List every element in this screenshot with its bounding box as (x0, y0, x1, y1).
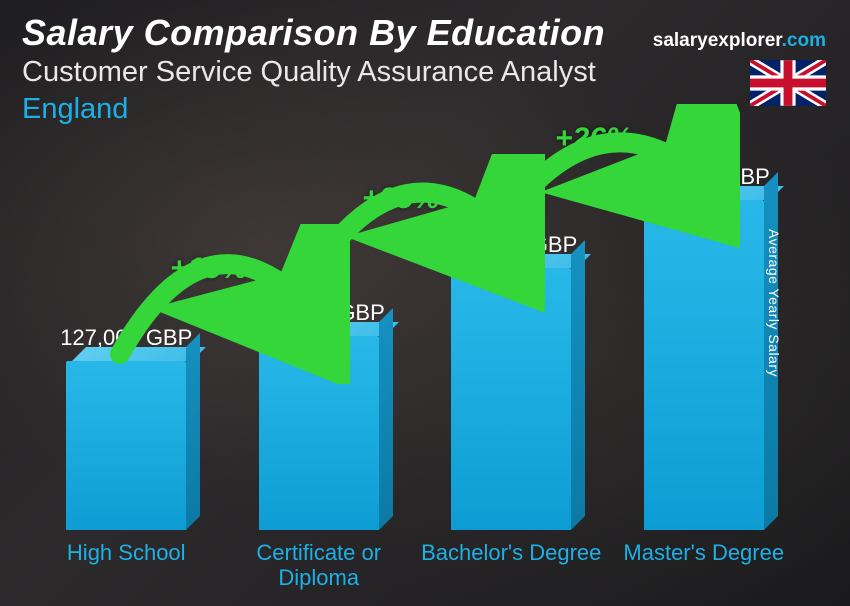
uk-flag-icon (750, 60, 826, 106)
chart-region: England (22, 93, 828, 126)
brand-name: salaryexplorer (653, 30, 782, 51)
chart-subtitle: Customer Service Quality Assurance Analy… (22, 56, 828, 89)
brand-logo: salaryexplorer.com (653, 30, 826, 52)
salary-bar-chart: 127,000 GBP 146,000 GBP 197,000 GBP 248,… (30, 164, 800, 594)
x-label: Bachelor's Degree (419, 534, 604, 594)
delta-arrow-3-icon (470, 104, 740, 264)
x-label: Master's Degree (611, 534, 796, 594)
x-labels: High School Certificate or Diploma Bache… (30, 534, 800, 594)
brand-tld: .com (782, 30, 826, 51)
x-label: Certificate or Diploma (226, 534, 411, 594)
bar (66, 361, 186, 530)
y-axis-label: Average Yearly Salary (766, 229, 782, 377)
x-label: High School (34, 534, 219, 594)
